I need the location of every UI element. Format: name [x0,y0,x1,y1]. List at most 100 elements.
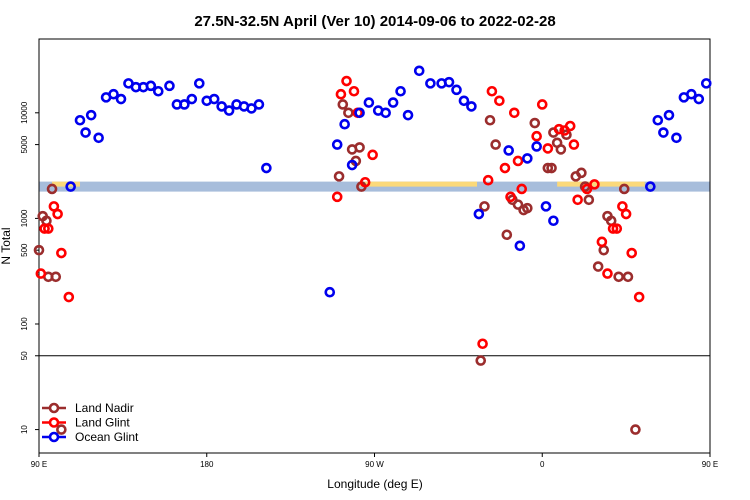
land-nadir-point-13 [354,142,365,153]
ocean-glint-point-58 [686,88,697,100]
land-glint-point-6 [56,247,67,259]
land-glint-point-29 [564,120,576,132]
ocean-glint-point-39 [425,78,436,89]
land-nadir-point-10 [343,107,354,119]
ocean-glint-point-30 [346,159,358,171]
ocean-glint-point-15 [179,99,190,110]
land-glint-point-36 [607,223,619,234]
ocean-glint-point-3 [85,109,97,121]
ocean-glint-point-41 [443,76,455,88]
y-tick-label-5: 5000 [20,135,29,153]
land-glint-point-19 [499,162,511,174]
plot-area: 90 E 180 90 W 0 90 E 10 50 100 500 1000 5000 10000 [20,38,718,469]
land-glint-point-17 [486,85,498,97]
land-glint-point-32 [581,183,593,195]
land-glint-point-30 [568,139,580,150]
ocean-glint-point-54 [658,127,669,138]
ocean-glint-point-48 [522,153,533,164]
ocean-glint-point-42 [451,84,462,96]
band-yellow-1 [359,181,478,187]
land-glint-point-35 [602,268,613,279]
land-nadir-point-23 [522,202,533,214]
ocean-glint-point-11 [145,80,157,92]
legend-label-land-glint: Land Glint [75,416,130,430]
land-glint-point-7 [63,291,75,303]
land-glint-point-16 [482,174,494,186]
legend-marker-land-glint [48,417,60,428]
land-nadir-point-25 [542,162,554,174]
land-nadir-point-26 [546,162,557,174]
land-glint-point-5 [52,208,63,220]
x-tick-label-3: 0 [540,460,545,469]
land-glint-point-26 [542,143,554,154]
ocean-glint-point-20 [216,101,227,112]
ocean-glint-point-12 [152,85,164,97]
ocean-glint-point-43 [458,95,470,107]
land-glint-point-40 [626,247,638,259]
land-glint-point-22 [512,155,524,167]
ocean-glint-point-2 [80,127,91,138]
ocean-glint-point-53 [652,114,664,126]
ocean-glint-point-34 [380,107,391,119]
ocean-glint-point-44 [466,101,477,112]
ocean-glint-point-36 [395,85,406,97]
ocean-glint-point-17 [193,78,205,89]
ocean-glint-point-60 [700,78,712,89]
y-tick-label-3: 500 [20,243,29,257]
ocean-glint-point-6 [108,88,119,100]
land-nadir-point-32 [576,167,587,179]
x-tick-label-0: 90 E [31,460,47,469]
land-nadir-point-36 [598,244,610,256]
land-glint-point-1 [35,268,47,279]
ocean-glint-point-50 [540,201,552,212]
x-tick-label-2: 90 W [365,460,384,469]
land-glint-point-13 [359,176,371,188]
ocean-glint-point-37 [402,109,414,121]
land-glint-point-24 [531,130,542,142]
land-nadir-point-24 [529,117,541,129]
y-tick-label-6: 10000 [20,101,29,124]
land-glint-point-3 [43,223,54,234]
land-glint-point-31 [572,194,583,206]
land-nadir-point-18 [490,139,501,150]
ocean-glint-point-27 [324,286,336,298]
y-tick-label-4: 1000 [20,209,29,227]
ocean-glint-point-16 [186,93,198,105]
land-glint-point-34 [596,236,608,248]
land-glint-point-11 [348,85,360,97]
legend-label-ocean-glint: Ocean Glint [75,430,139,444]
ocean-glint-point-32 [363,97,375,108]
y-tick-label-1: 50 [20,351,29,360]
land-nadir-point-40 [618,183,630,195]
ocean-glint-point-28 [331,139,343,150]
land-nadir-point-1 [33,244,45,256]
land-glint-point-2 [39,223,50,234]
land-nadir-point-29 [555,144,567,155]
legend-label-land-nadir: Land Nadir [75,401,134,415]
land-glint-point-8 [331,191,343,203]
legend-marker-ocean-glint [48,431,60,443]
ocean-glint-point-45 [473,208,485,220]
land-glint-point-10 [341,75,352,87]
land-nadir-point-8 [333,171,345,182]
ocean-glint-point-4 [93,132,104,144]
land-glint-point-15 [477,338,488,350]
x-tick-label-1: 180 [200,460,214,469]
plot-frame [38,38,711,454]
ocean-glint-point-52 [645,181,656,192]
y-axis-label: N Total [0,227,13,264]
land-glint-point-37 [611,223,623,234]
ocean-glint-point-51 [548,215,559,227]
ocean-glint-point-47 [514,240,526,252]
land-nadir-point-41 [622,271,634,283]
ocean-glint-point-7 [115,93,127,105]
ocean-glint-point-31 [354,107,365,119]
land-glint-point-18 [494,95,505,107]
chart-title: 27.5N-32.5N April (Ver 10) 2014-09-06 to… [194,13,555,30]
land-glint-point-25 [536,99,548,110]
land-nadir-point-21 [512,199,524,210]
ocean-glint-point-38 [413,65,425,77]
ocean-glint-point-56 [671,132,682,144]
land-nadir-point-5 [46,183,58,195]
ocean-glint-point-29 [339,118,350,130]
